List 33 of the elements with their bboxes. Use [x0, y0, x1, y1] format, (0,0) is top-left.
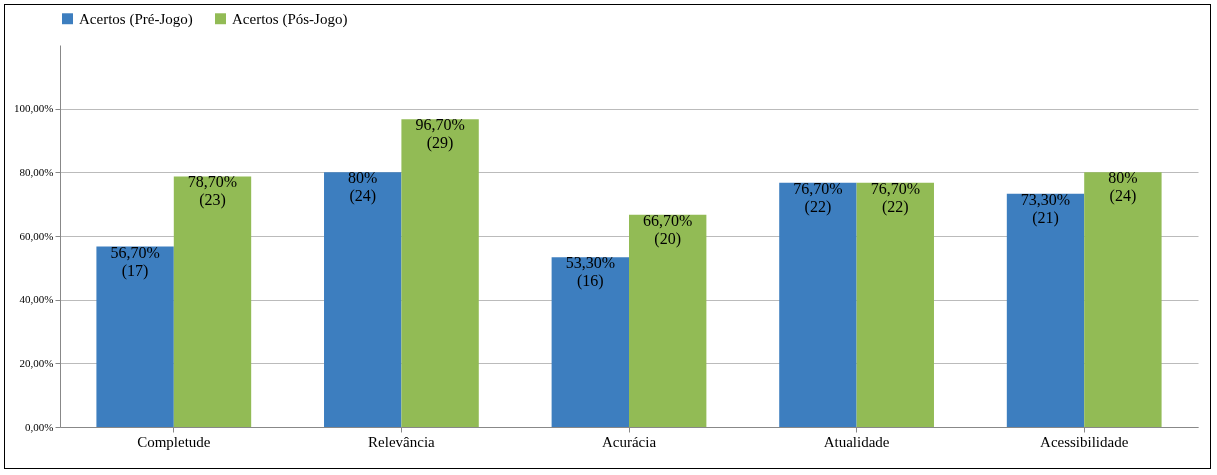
data-label: 76,70% (22): [870, 179, 920, 216]
legend-label: Acertos (Pós-Jogo): [232, 10, 348, 28]
data-label: 76,70% (22): [793, 179, 843, 216]
x-tick-label: Relevância: [368, 433, 436, 450]
y-tick-label: 0,00%: [25, 420, 54, 433]
data-label: 80% (24): [1108, 169, 1138, 206]
legend-label: Acertos (Pré-Jogo): [79, 10, 193, 28]
bar: [779, 182, 857, 427]
bar: [1084, 172, 1162, 427]
data-label: 66,70% (20): [643, 211, 693, 248]
bar: [96, 246, 174, 427]
data-label: 53,30% (16): [565, 254, 615, 291]
y-tick-label: 60,00%: [19, 229, 54, 242]
x-tick-label: Acessibilidade: [1040, 433, 1129, 450]
y-tick-label: 100,00%: [14, 102, 54, 115]
y-tick-label: 40,00%: [19, 293, 54, 306]
data-label: 73,30% (21): [1020, 190, 1071, 227]
bar: [856, 182, 934, 427]
data-label: 56,70% (17): [110, 243, 160, 280]
y-tick-label: 80,00%: [19, 165, 54, 178]
bar: [551, 257, 629, 427]
bar: [401, 119, 479, 427]
x-tick-label: Completude: [137, 433, 211, 450]
bar: [1006, 193, 1085, 427]
bar: [173, 176, 252, 427]
bar: [324, 172, 402, 427]
y-tick-label: 20,00%: [19, 356, 54, 369]
x-tick-label: Acurácia: [601, 433, 657, 450]
data-label: 80% (24): [348, 169, 378, 206]
data-label: 96,70% (29): [415, 116, 465, 153]
x-tick-label: Atualidade: [823, 433, 890, 450]
bar: [629, 214, 707, 427]
data-label: 78,70% (23): [187, 173, 238, 210]
